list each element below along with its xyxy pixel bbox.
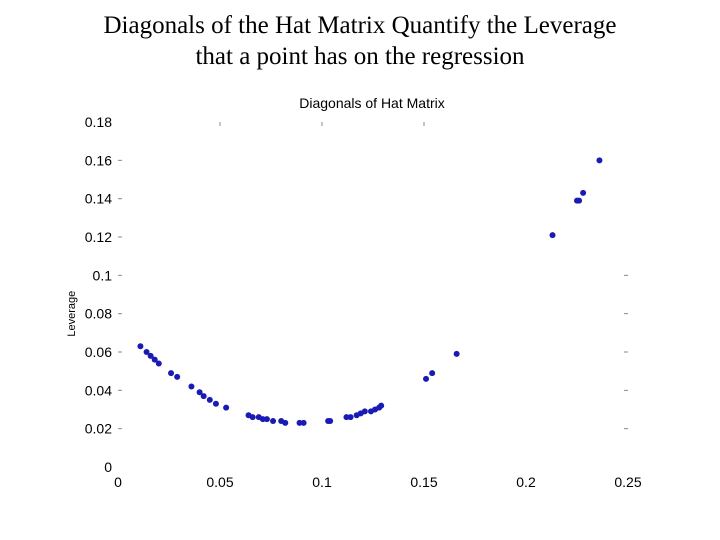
data-point [327, 418, 334, 424]
slide-title: Diagonals of the Hat Matrix Quantify the… [20, 10, 700, 72]
data-point [361, 408, 368, 415]
data-point [206, 396, 213, 403]
slide-title-line2: that a point has on the regression [195, 43, 525, 70]
y-axis: 0 0.02 0.04 0.06 0.08 0.1 0.12 0.14 0.16 0.18 [85, 114, 628, 475]
data-point [249, 414, 256, 421]
data-point [549, 232, 556, 239]
chart-title: Diagonals of Hat Matrix [299, 95, 445, 111]
data-point [200, 393, 207, 400]
data-point [300, 419, 307, 426]
x-tick-label: 0.1 [312, 474, 332, 490]
x-tick-label: 0.25 [614, 474, 641, 490]
data-point [174, 373, 181, 380]
x-tick-label: 0.2 [516, 474, 536, 490]
data-point [143, 349, 150, 355]
x-axis: 0 0.05 0.1 0.15 0.2 0.25 [114, 122, 642, 490]
data-point [453, 350, 460, 357]
data-point [347, 414, 354, 421]
data-point [188, 383, 195, 390]
y-axis-label: Leverage [66, 291, 78, 337]
data-point [429, 370, 436, 377]
data-point [223, 404, 230, 411]
x-tick-label: 0 [114, 474, 122, 490]
y-tick-label: 0.08 [85, 306, 112, 322]
y-tick-label: 0.02 [85, 421, 112, 437]
x-tick-label: 0.15 [410, 474, 437, 490]
y-tick-label: 0.06 [85, 344, 112, 360]
scatter-points [137, 157, 603, 426]
data-point [576, 197, 583, 204]
data-point [596, 157, 603, 164]
data-point [270, 418, 277, 424]
data-point [137, 343, 144, 350]
data-point [378, 402, 385, 409]
y-tick-label: 0.04 [85, 382, 112, 398]
data-point [155, 360, 162, 367]
y-tick-label: 0.12 [85, 229, 112, 245]
data-point [196, 389, 203, 396]
y-tick-label: 0.14 [85, 191, 112, 207]
y-tick-label: 0 [104, 459, 112, 475]
data-point [282, 419, 289, 426]
slide-title-line1: Diagonals of the Hat Matrix Quantify the… [103, 12, 617, 39]
y-tick-label: 0.16 [85, 152, 112, 168]
data-point [168, 370, 175, 377]
data-point [423, 375, 430, 382]
data-point [151, 356, 158, 363]
data-point [147, 352, 154, 359]
data-point [263, 416, 270, 423]
y-tick-label: 0.1 [93, 267, 113, 283]
y-tick-label: 0.18 [85, 114, 112, 130]
x-tick-label: 0.05 [206, 474, 233, 490]
data-point [580, 189, 587, 196]
data-point [212, 400, 219, 407]
